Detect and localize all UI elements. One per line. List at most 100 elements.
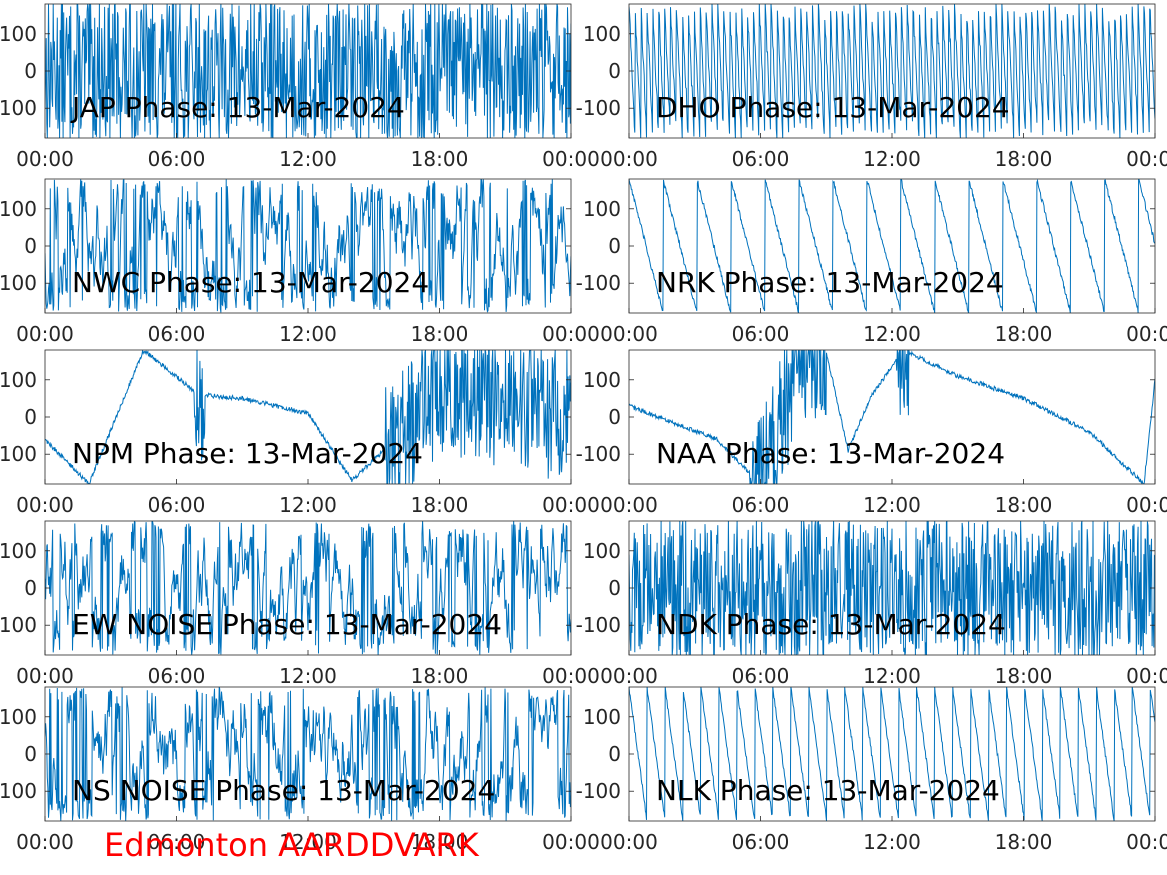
x-tick-label: 12:00 <box>279 147 337 171</box>
y-tick-label: 100 <box>0 705 37 729</box>
x-tick-label: 00:00 <box>1126 664 1167 688</box>
chart-nwc: 100 0 100 00:00 06:00 12:00 18:00 00:00 NWC Phas… <box>0 178 600 346</box>
x-tick-label: 12:00 <box>863 830 921 854</box>
x-tick-label: 00:00 <box>542 147 600 171</box>
y-tick-label: -100 <box>576 96 621 120</box>
series-line <box>45 687 571 821</box>
x-tick-label: 00:00 <box>542 664 600 688</box>
x-tick-label: 18:00 <box>995 147 1053 171</box>
x-tick-label: 00:00 <box>600 322 658 346</box>
x-tick-label: 12:00 <box>863 493 921 517</box>
x-tick-label: 18:00 <box>411 147 469 171</box>
x-tick-label: 00:00 <box>542 830 600 854</box>
y-tick-label: 0 <box>24 742 37 766</box>
chart-title: EW NOISE Phase: 13-Mar-2024 <box>72 608 502 641</box>
x-tick-label: 00:00 <box>1126 830 1167 854</box>
x-tick-label: 00:00 <box>1126 322 1167 346</box>
x-tick-label: 00:00 <box>16 830 74 854</box>
chart-npm: 100 0 100 00:00 06:00 12:00 18:00 00:00 NPM Phas… <box>0 349 600 517</box>
y-tick-label: 100 <box>0 779 37 803</box>
x-tick-label: 00:00 <box>16 322 74 346</box>
chart-title: NDK Phase: 13-Mar-2024 <box>656 608 1006 641</box>
y-tick-label: -100 <box>576 613 621 637</box>
chart-ndk: -100 0 100 00:00 06:00 12:00 18:00 00:00 NDK Pha… <box>576 520 1167 688</box>
series-line <box>629 4 1155 138</box>
y-tick-label: 100 <box>0 22 37 46</box>
x-tick-label: 06:00 <box>732 493 790 517</box>
x-tick-label: 00:00 <box>600 493 658 517</box>
chart-title: NAA Phase: 13-Mar-2024 <box>656 437 1005 470</box>
series-line <box>45 521 571 655</box>
x-tick-label: 06:00 <box>732 147 790 171</box>
y-tick-label: 0 <box>24 234 37 258</box>
chart-title: NLK Phase: 13-Mar-2024 <box>656 774 1000 807</box>
y-tick-label: 100 <box>583 197 621 221</box>
x-tick-label: 00:00 <box>16 147 74 171</box>
x-tick-label: 18:00 <box>411 493 469 517</box>
y-tick-label: 100 <box>0 271 37 295</box>
y-tick-label: 0 <box>608 234 621 258</box>
x-tick-label: 12:00 <box>279 493 337 517</box>
y-tick-label: 100 <box>0 613 37 637</box>
x-tick-label: 18:00 <box>995 493 1053 517</box>
y-tick-label: 100 <box>583 22 621 46</box>
x-tick-label: 06:00 <box>148 830 206 854</box>
chart-title: NWC Phase: 13-Mar-2024 <box>72 266 429 299</box>
chart-title: NRK Phase: 13-Mar-2024 <box>656 266 1004 299</box>
series-line <box>45 350 571 484</box>
y-tick-label: 100 <box>0 442 37 466</box>
station-title: Edmonton AARDDVARK <box>104 826 479 864</box>
x-tick-label: 00:00 <box>542 322 600 346</box>
x-tick-label: 12:00 <box>863 147 921 171</box>
chart-jap: 100 0 100 00:00 06:00 12:00 18:00 00:00 JAP Phas… <box>0 3 600 171</box>
series-line <box>45 4 571 138</box>
chart-nrk: -100 0 100 00:00 06:00 12:00 18:00 00:00 NRK Pha… <box>576 178 1167 346</box>
chart-dho: -100 0 100 00:00 06:00 12:00 18:00 00:00 DHO Pha… <box>576 3 1167 171</box>
x-tick-label: 00:00 <box>16 493 74 517</box>
x-tick-label: 18:00 <box>411 664 469 688</box>
x-tick-label: 18:00 <box>995 830 1053 854</box>
y-tick-label: 0 <box>608 576 621 600</box>
chart-naa: -100 0 100 00:00 06:00 12:00 18:00 00:00 NAA Pha… <box>576 349 1167 517</box>
x-tick-label: 12:00 <box>279 664 337 688</box>
y-tick-label: 100 <box>0 368 37 392</box>
x-tick-label: 06:00 <box>148 664 206 688</box>
x-tick-label: 00:00 <box>16 664 74 688</box>
series-line <box>629 350 1155 484</box>
x-tick-label: 06:00 <box>732 830 790 854</box>
chart-title: DHO Phase: 13-Mar-2024 <box>656 91 1010 124</box>
chart-nlk: -100 0 100 00:00 06:00 12:00 18:00 00:00 NLK Pha… <box>576 686 1167 854</box>
y-tick-label: 100 <box>583 539 621 563</box>
chart-ns_noise: 100 0 100 00:00 06:00 12:00 18:00 00:00 NS NOISE… <box>0 686 600 854</box>
chart-title: JAP Phase: 13-Mar-2024 <box>70 91 405 124</box>
chart-title: NS NOISE Phase: 13-Mar-2024 <box>72 774 495 807</box>
y-tick-label: 100 <box>0 197 37 221</box>
series-line <box>629 687 1155 821</box>
y-tick-label: 0 <box>24 59 37 83</box>
x-tick-label: 18:00 <box>995 664 1053 688</box>
y-tick-label: 100 <box>583 368 621 392</box>
x-tick-label: 06:00 <box>732 664 790 688</box>
chart-ew_noise: 100 0 100 00:00 06:00 12:00 18:00 00:00 EW NOISE… <box>0 520 600 688</box>
x-tick-label: 06:00 <box>148 322 206 346</box>
x-tick-label: 06:00 <box>732 322 790 346</box>
x-tick-label: 12:00 <box>863 664 921 688</box>
series-line <box>629 521 1155 655</box>
x-tick-label: 12:00 <box>279 830 337 854</box>
y-tick-label: 0 <box>24 405 37 429</box>
x-tick-label: 00:00 <box>600 830 658 854</box>
x-tick-label: 18:00 <box>411 322 469 346</box>
y-tick-label: -100 <box>576 271 621 295</box>
y-tick-label: 0 <box>608 59 621 83</box>
y-tick-label: 100 <box>0 539 37 563</box>
x-tick-label: 00:00 <box>600 664 658 688</box>
x-tick-label: 18:00 <box>411 830 469 854</box>
y-tick-label: 100 <box>0 96 37 120</box>
y-tick-label: 0 <box>608 405 621 429</box>
y-tick-label: -100 <box>576 779 621 803</box>
y-tick-label: 0 <box>608 742 621 766</box>
x-tick-label: 00:00 <box>1126 147 1167 171</box>
x-tick-label: 12:00 <box>279 322 337 346</box>
y-tick-label: 0 <box>24 576 37 600</box>
